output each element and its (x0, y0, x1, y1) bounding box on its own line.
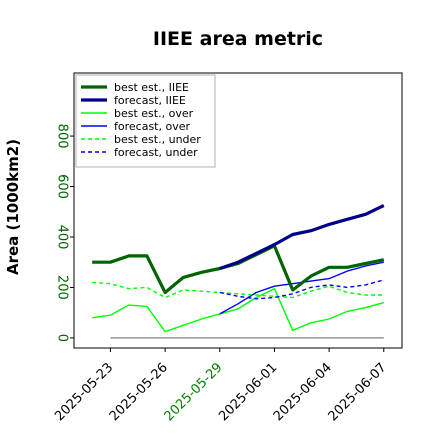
y-tick-label: 400 (55, 225, 70, 250)
y-tick-label: 200 (54, 275, 69, 300)
y-axis-label: Area (1000km2) (4, 139, 22, 275)
series-line-2 (219, 204, 385, 271)
series-line-5 (92, 281, 384, 299)
legend-label-1: best est., IIEE (114, 81, 189, 94)
y-tick-label: 0 (54, 334, 69, 342)
y-axis: 0 200 400 600 800 (54, 124, 74, 342)
series-layer (92, 204, 385, 333)
series-line-3 (92, 288, 384, 333)
legend-label-4: forecast, over (114, 120, 190, 133)
y-tick-label: 600 (54, 174, 69, 199)
legend-label-5: best est., under (114, 133, 201, 146)
chart-title: IIEE area metric (153, 28, 323, 50)
plot-area-frame (73, 72, 403, 349)
y-tick-label: 800 (55, 124, 70, 149)
legend-label-2: forecast, IIEE (114, 94, 186, 107)
legend-label-6: forecast, under (114, 146, 198, 159)
legend-box (75, 74, 216, 168)
legend-label-3: best est., over (114, 107, 194, 120)
